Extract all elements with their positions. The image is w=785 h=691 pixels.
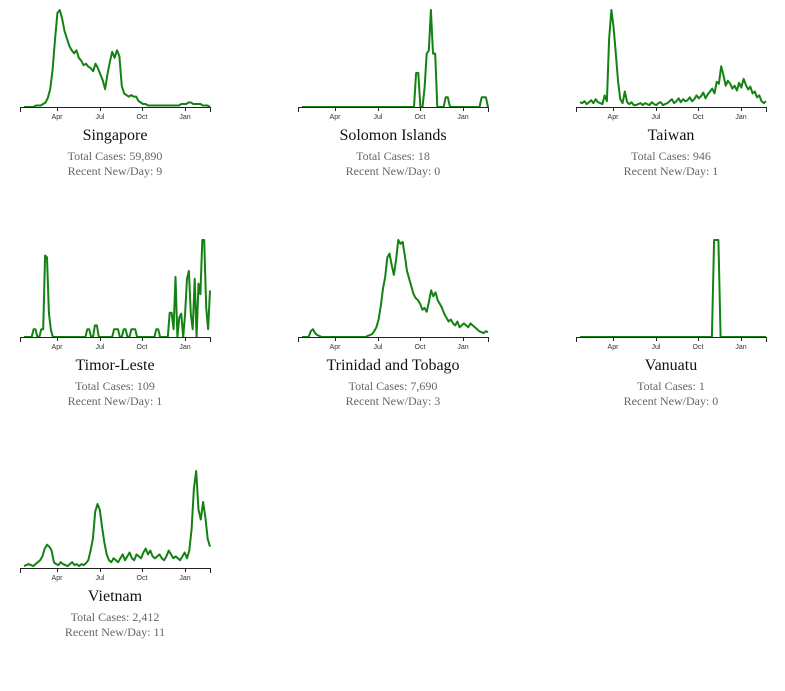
x-tick-label: Apr [52,114,64,121]
sparkline-chart: Apr Jul Oct Jan [298,239,489,351]
sparkline-chart: Apr Jul Oct Jan [298,9,489,121]
case-trend-line [302,239,489,338]
x-tick-label: Apr [52,344,64,351]
case-trend-line [302,9,489,108]
total-cases-label: Total Cases: 2,412 [70,610,160,624]
x-tick-label: Jul [374,344,383,351]
recent-new-per-day-label: Recent New/Day: 0 [623,394,719,408]
x-tick-label: Jan [179,575,190,582]
country-name[interactable]: Vietnam [87,588,143,605]
x-tick-label: Oct [415,344,426,351]
x-tick-label: Jan [457,114,468,121]
case-trend-line [24,239,211,338]
x-tick-label: Jan [179,114,190,121]
x-tick-label: Oct [137,575,148,582]
x-tick-label: Jul [96,114,105,121]
x-tick-label: Oct [415,114,426,121]
sparkline-chart: Apr Jul Oct Jan [20,9,211,121]
x-tick-label: Jan [735,344,746,351]
chart-panel-vietnam: Apr Jul Oct Jan Vietnam Total Cases: 2,412 … [20,461,211,691]
total-cases-label: Total Cases: 109 [75,379,155,393]
sparkline-chart: Apr Jul Oct Jan [576,239,767,351]
x-tick-label: Apr [608,114,620,121]
country-name[interactable]: Vanuatu [644,357,698,374]
chart-panel-vanuatu: Apr Jul Oct Jan Vanuatu Total Cases: 1 Rece… [576,230,767,460]
x-tick-label: Jul [96,344,105,351]
x-tick-label: Jul [652,344,661,351]
country-name[interactable]: Trinidad and Tobago [326,357,460,374]
x-tick-label: Apr [608,344,620,351]
x-tick-label: Jul [96,575,105,582]
sparkline-chart: Apr Jul Oct Jan [20,239,211,351]
case-trend-line [579,9,767,107]
country-name[interactable]: Timor-Leste [75,357,155,374]
total-cases-label: Total Cases: 1 [637,379,705,393]
sparkline-chart: Apr Jul Oct Jan [20,470,211,582]
country-name[interactable]: Taiwan [647,127,695,144]
country-name[interactable]: Solomon Islands [339,127,447,144]
x-tick-label: Jan [457,344,468,351]
x-tick-label: Apr [52,575,64,582]
x-tick-label: Oct [693,114,704,121]
recent-new-per-day-label: Recent New/Day: 1 [67,394,163,408]
chart-panel-solomon-islands: Apr Jul Oct Jan Solomon Islands Total Cases… [298,0,489,230]
total-cases-label: Total Cases: 946 [631,149,711,163]
chart-panel-singapore: Apr Jul Oct Jan Singapore Total Cases: 59,8… [20,0,211,230]
case-trend-line [24,9,211,108]
chart-panel-timor-leste: Apr Jul Oct Jan Timor-Leste Total Cases: 10… [20,230,211,460]
total-cases-label: Total Cases: 59,890 [67,149,163,163]
sparkline-chart: Apr Jul Oct Jan [576,9,767,121]
recent-new-per-day-label: Recent New/Day: 1 [623,164,719,178]
x-tick-label: Jan [735,114,746,121]
chart-panel-trinidad-and-tobago: Apr Jul Oct Jan Trinidad and Tobago Total C… [298,230,489,460]
x-tick-label: Oct [137,114,148,121]
recent-new-per-day-label: Recent New/Day: 0 [345,164,441,178]
total-cases-label: Total Cases: 18 [356,149,430,163]
chart-panel-taiwan: Apr Jul Oct Jan Taiwan Total Cases: 946 Rec… [576,0,767,230]
x-tick-label: Jul [374,114,383,121]
recent-new-per-day-label: Recent New/Day: 11 [64,625,166,639]
recent-new-per-day-label: Recent New/Day: 9 [67,164,163,178]
country-name[interactable]: Singapore [82,127,148,144]
x-tick-label: Apr [330,344,342,351]
total-cases-label: Total Cases: 7,690 [348,379,438,393]
x-tick-label: Apr [330,114,342,121]
recent-new-per-day-label: Recent New/Day: 3 [345,394,441,408]
case-trend-line [23,470,211,568]
x-tick-label: Oct [693,344,704,351]
case-trend-line [580,239,766,338]
x-tick-label: Jul [652,114,661,121]
x-tick-label: Oct [137,344,148,351]
x-tick-label: Jan [179,344,190,351]
